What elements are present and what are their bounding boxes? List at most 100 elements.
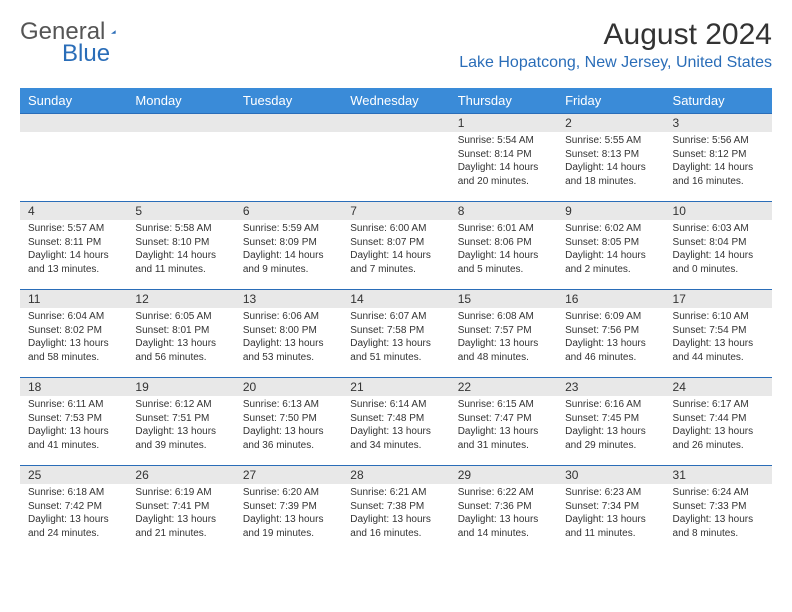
calendar-day-cell [20,113,127,201]
day-content: Sunrise: 6:01 AMSunset: 8:06 PMDaylight:… [450,220,557,282]
calendar-day-cell: 2Sunrise: 5:55 AMSunset: 8:13 PMDaylight… [557,113,664,201]
calendar-day-cell: 24Sunrise: 6:17 AMSunset: 7:44 PMDayligh… [665,377,772,465]
day-number: 13 [235,289,342,308]
day-content [235,132,342,140]
weekday-header-row: SundayMondayTuesdayWednesdayThursdayFrid… [20,88,772,113]
day-number: 9 [557,201,664,220]
day-content [342,132,449,140]
calendar-week-row: 1Sunrise: 5:54 AMSunset: 8:14 PMDaylight… [20,113,772,201]
day-content: Sunrise: 5:56 AMSunset: 8:12 PMDaylight:… [665,132,772,194]
triangle-icon [111,22,116,42]
day-content: Sunrise: 5:57 AMSunset: 8:11 PMDaylight:… [20,220,127,282]
day-number: 2 [557,113,664,132]
calendar-day-cell: 1Sunrise: 5:54 AMSunset: 8:14 PMDaylight… [450,113,557,201]
day-content: Sunrise: 6:20 AMSunset: 7:39 PMDaylight:… [235,484,342,546]
day-number: 26 [127,465,234,484]
day-number: 4 [20,201,127,220]
calendar-day-cell: 8Sunrise: 6:01 AMSunset: 8:06 PMDaylight… [450,201,557,289]
day-content: Sunrise: 6:07 AMSunset: 7:58 PMDaylight:… [342,308,449,370]
calendar-day-cell: 18Sunrise: 6:11 AMSunset: 7:53 PMDayligh… [20,377,127,465]
day-number: 18 [20,377,127,396]
calendar-day-cell: 19Sunrise: 6:12 AMSunset: 7:51 PMDayligh… [127,377,234,465]
day-number: 7 [342,201,449,220]
calendar-day-cell: 6Sunrise: 5:59 AMSunset: 8:09 PMDaylight… [235,201,342,289]
day-content: Sunrise: 6:12 AMSunset: 7:51 PMDaylight:… [127,396,234,458]
day-content: Sunrise: 5:58 AMSunset: 8:10 PMDaylight:… [127,220,234,282]
day-number: 30 [557,465,664,484]
day-number: 1 [450,113,557,132]
weekday-header: Wednesday [342,88,449,113]
weekday-header: Thursday [450,88,557,113]
calendar-day-cell: 22Sunrise: 6:15 AMSunset: 7:47 PMDayligh… [450,377,557,465]
calendar-body: 1Sunrise: 5:54 AMSunset: 8:14 PMDaylight… [20,113,772,553]
calendar-day-cell: 4Sunrise: 5:57 AMSunset: 8:11 PMDaylight… [20,201,127,289]
title-block: August 2024 Lake Hopatcong, New Jersey, … [459,18,772,72]
day-number: 23 [557,377,664,396]
weekday-header: Saturday [665,88,772,113]
day-number: 24 [665,377,772,396]
day-number: 15 [450,289,557,308]
weekday-header: Monday [127,88,234,113]
day-number [342,113,449,132]
calendar-day-cell: 27Sunrise: 6:20 AMSunset: 7:39 PMDayligh… [235,465,342,553]
calendar-day-cell: 3Sunrise: 5:56 AMSunset: 8:12 PMDaylight… [665,113,772,201]
day-number: 28 [342,465,449,484]
day-content: Sunrise: 6:10 AMSunset: 7:54 PMDaylight:… [665,308,772,370]
day-number: 6 [235,201,342,220]
weekday-header: Tuesday [235,88,342,113]
day-content: Sunrise: 6:24 AMSunset: 7:33 PMDaylight:… [665,484,772,546]
day-content: Sunrise: 5:59 AMSunset: 8:09 PMDaylight:… [235,220,342,282]
calendar-day-cell: 7Sunrise: 6:00 AMSunset: 8:07 PMDaylight… [342,201,449,289]
day-content: Sunrise: 6:04 AMSunset: 8:02 PMDaylight:… [20,308,127,370]
calendar-week-row: 11Sunrise: 6:04 AMSunset: 8:02 PMDayligh… [20,289,772,377]
day-number [235,113,342,132]
calendar-day-cell: 14Sunrise: 6:07 AMSunset: 7:58 PMDayligh… [342,289,449,377]
calendar-week-row: 4Sunrise: 5:57 AMSunset: 8:11 PMDaylight… [20,201,772,289]
calendar-day-cell: 5Sunrise: 5:58 AMSunset: 8:10 PMDaylight… [127,201,234,289]
day-content: Sunrise: 6:03 AMSunset: 8:04 PMDaylight:… [665,220,772,282]
calendar-day-cell: 16Sunrise: 6:09 AMSunset: 7:56 PMDayligh… [557,289,664,377]
day-number: 10 [665,201,772,220]
day-content: Sunrise: 6:00 AMSunset: 8:07 PMDaylight:… [342,220,449,282]
day-number: 16 [557,289,664,308]
day-content: Sunrise: 5:54 AMSunset: 8:14 PMDaylight:… [450,132,557,194]
day-number: 3 [665,113,772,132]
calendar-day-cell: 11Sunrise: 6:04 AMSunset: 8:02 PMDayligh… [20,289,127,377]
day-content: Sunrise: 6:05 AMSunset: 8:01 PMDaylight:… [127,308,234,370]
day-number: 22 [450,377,557,396]
day-content: Sunrise: 6:14 AMSunset: 7:48 PMDaylight:… [342,396,449,458]
calendar-day-cell: 21Sunrise: 6:14 AMSunset: 7:48 PMDayligh… [342,377,449,465]
day-content [127,132,234,140]
day-number [127,113,234,132]
day-content: Sunrise: 6:09 AMSunset: 7:56 PMDaylight:… [557,308,664,370]
day-number: 17 [665,289,772,308]
logo-text-2: Blue [62,40,110,68]
day-content: Sunrise: 6:22 AMSunset: 7:36 PMDaylight:… [450,484,557,546]
day-number: 31 [665,465,772,484]
calendar-week-row: 25Sunrise: 6:18 AMSunset: 7:42 PMDayligh… [20,465,772,553]
day-content: Sunrise: 6:08 AMSunset: 7:57 PMDaylight:… [450,308,557,370]
calendar-day-cell [235,113,342,201]
calendar-day-cell: 25Sunrise: 6:18 AMSunset: 7:42 PMDayligh… [20,465,127,553]
day-content: Sunrise: 6:13 AMSunset: 7:50 PMDaylight:… [235,396,342,458]
calendar-day-cell: 20Sunrise: 6:13 AMSunset: 7:50 PMDayligh… [235,377,342,465]
calendar-day-cell: 31Sunrise: 6:24 AMSunset: 7:33 PMDayligh… [665,465,772,553]
calendar-day-cell: 29Sunrise: 6:22 AMSunset: 7:36 PMDayligh… [450,465,557,553]
day-number: 11 [20,289,127,308]
day-number [20,113,127,132]
day-number: 12 [127,289,234,308]
day-content: Sunrise: 6:17 AMSunset: 7:44 PMDaylight:… [665,396,772,458]
calendar-week-row: 18Sunrise: 6:11 AMSunset: 7:53 PMDayligh… [20,377,772,465]
day-content: Sunrise: 5:55 AMSunset: 8:13 PMDaylight:… [557,132,664,194]
day-content: Sunrise: 6:18 AMSunset: 7:42 PMDaylight:… [20,484,127,546]
weekday-header: Sunday [20,88,127,113]
day-content [20,132,127,140]
calendar-day-cell [127,113,234,201]
day-content: Sunrise: 6:02 AMSunset: 8:05 PMDaylight:… [557,220,664,282]
day-content: Sunrise: 6:15 AMSunset: 7:47 PMDaylight:… [450,396,557,458]
day-content: Sunrise: 6:23 AMSunset: 7:34 PMDaylight:… [557,484,664,546]
day-content: Sunrise: 6:11 AMSunset: 7:53 PMDaylight:… [20,396,127,458]
day-number: 27 [235,465,342,484]
day-number: 25 [20,465,127,484]
calendar-day-cell [342,113,449,201]
